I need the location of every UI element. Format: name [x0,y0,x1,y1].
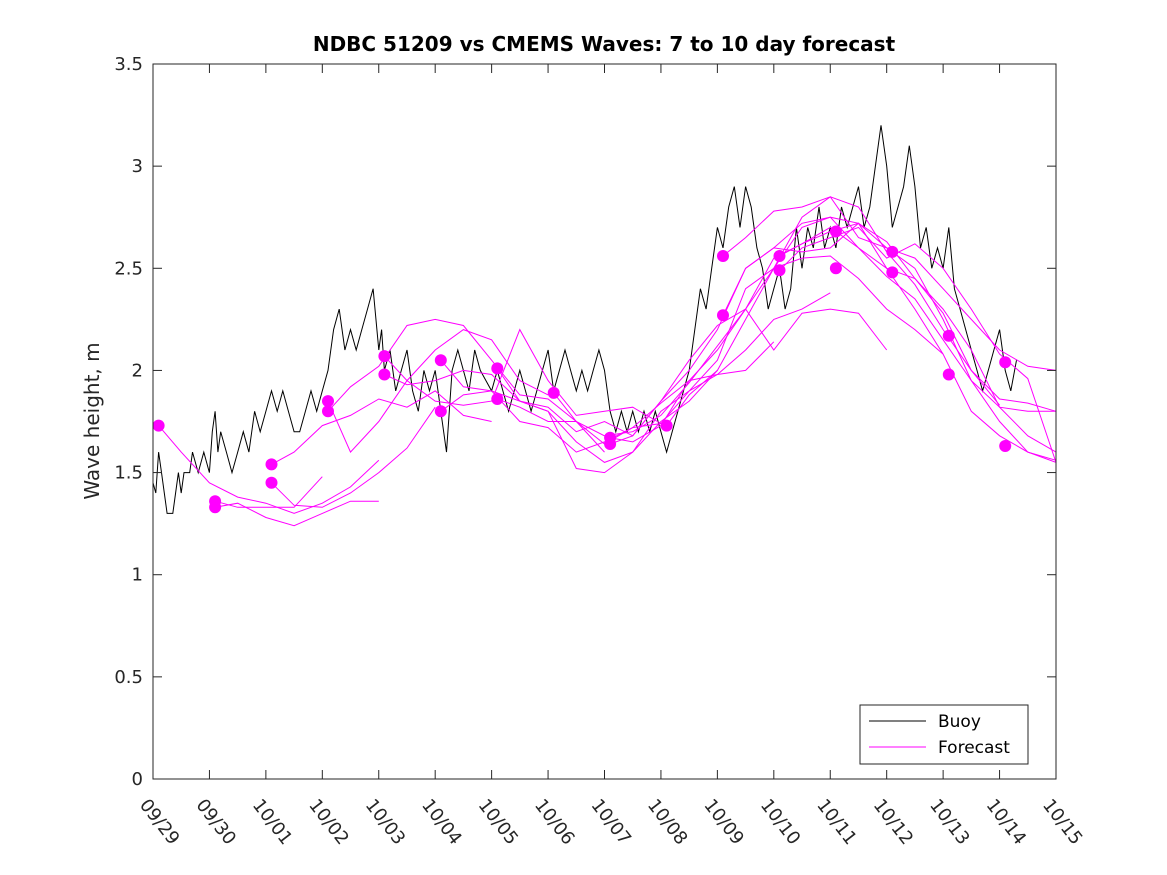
forecast-marker-20 [773,264,786,277]
forecast-marker-0 [152,419,165,432]
forecast-marker-16 [660,419,673,432]
forecast-marker-19 [773,250,786,262]
forecast-line-2 [214,476,323,508]
y-tick-label: 2.5 [114,258,143,279]
forecast-marker-6 [322,405,334,418]
forecast-line-20 [779,222,1057,371]
forecast-line-5 [327,329,549,453]
legend: Buoy Forecast [859,704,1029,765]
series-layer [152,125,1057,527]
buoy-line [152,125,1017,514]
legend-buoy-label: Buoy [938,712,981,732]
legend-forecast-label: Forecast [938,738,1010,758]
forecast-line-3 [271,406,436,508]
y-tick-label: 2 [132,360,143,381]
forecast-marker-22 [829,262,842,275]
forecast-marker-7 [378,350,391,363]
forecast-line-6 [327,318,605,453]
forecast-marker-18 [717,309,729,322]
forecast-line-4 [271,390,492,465]
chart-title: NDBC 51209 vs CMEMS Waves: 7 to 10 day f… [313,32,896,56]
forecast-marker-28 [999,440,1012,452]
forecast-marker-17 [717,250,729,262]
forecast-line-14 [610,226,1056,443]
forecast-line-0 [158,425,380,514]
forecast-marker-8 [378,368,391,381]
y-tick-label: 3.5 [114,54,143,75]
legend-box [859,704,1029,765]
forecast-line-12 [497,255,944,437]
forecast-marker-25 [942,329,955,342]
forecast-marker-2 [209,501,222,514]
y-tick-label: 3 [132,156,143,177]
forecast-line-17 [722,222,1057,453]
forecast-marker-27 [999,356,1012,369]
forecast-line-11 [496,308,888,437]
y-tick-label: 1 [132,565,143,586]
forecast-marker-11 [491,362,504,375]
y-tick-label: 0.5 [114,667,143,688]
forecast-marker-9 [434,354,447,367]
forecast-marker-23 [886,245,899,258]
forecast-marker-5 [322,395,334,408]
forecast-marker-24 [886,266,899,279]
y-axis-label: Wave height, m [80,342,104,499]
forecast-line-1 [215,500,379,527]
forecast-marker-3 [265,458,278,471]
forecast-marker-10 [434,405,447,418]
forecast-marker-4 [265,476,278,489]
forecast-markers [152,225,1012,514]
forecast-marker-12 [491,393,504,405]
forecast-marker-13 [547,386,560,399]
y-tick-label: 1.5 [114,463,143,484]
forecast-marker-21 [829,225,842,238]
forecast-marker-15 [604,438,617,450]
forecast-marker-26 [942,368,955,381]
forecast-line-7 [384,328,662,424]
y-tick-label: 0 [132,769,143,790]
